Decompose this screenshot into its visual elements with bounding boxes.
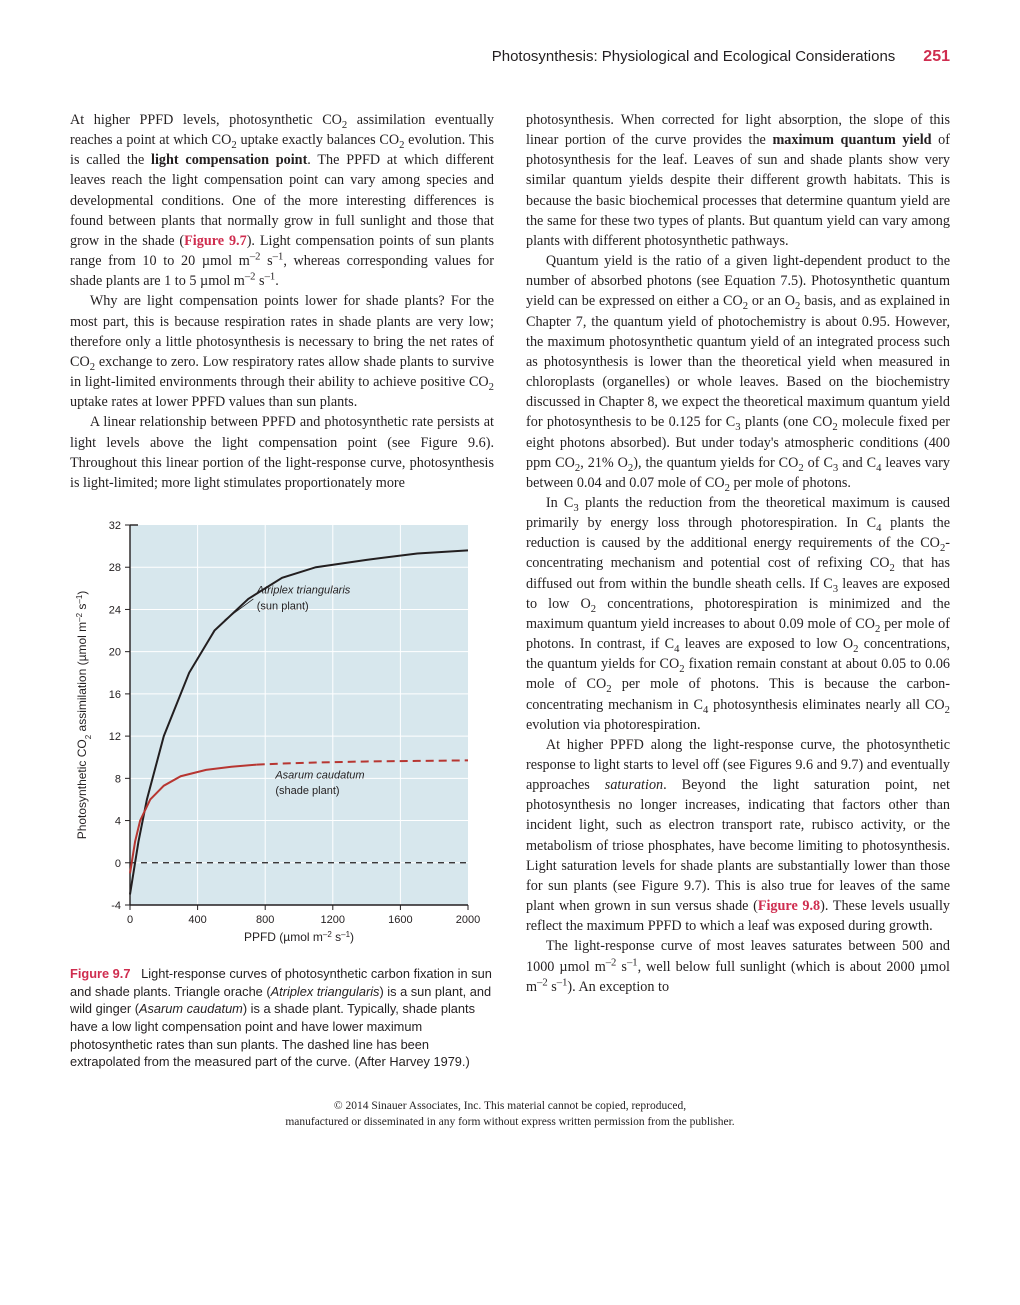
svg-text:-4: -4 <box>111 900 121 912</box>
left-column: At higher PPFD levels, photosynthetic CO… <box>70 110 494 1071</box>
svg-text:12: 12 <box>109 731 121 743</box>
light-response-chart: 0 400 800 1200 1600 2000 -4 0 4 8 12 16 20 24 28 32 Atri… <box>70 517 480 947</box>
svg-text:8: 8 <box>115 773 121 785</box>
svg-text:24: 24 <box>109 604 121 616</box>
svg-text:1600: 1600 <box>388 914 412 926</box>
svg-text:28: 28 <box>109 562 121 574</box>
svg-text:Atriplex triangularis: Atriplex triangularis <box>256 585 351 597</box>
svg-text:Photosynthetic CO2 assimilatio: Photosynthetic CO2 assimilation (µmol m–… <box>75 591 93 840</box>
svg-text:(sun plant): (sun plant) <box>257 600 309 612</box>
svg-text:PPFD (µmol m–2 s–1): PPFD (µmol m–2 s–1) <box>244 929 354 944</box>
page-number: 251 <box>923 48 950 66</box>
body-paragraph: A linear relationship between PPFD and p… <box>70 412 494 493</box>
svg-text:20: 20 <box>109 647 121 659</box>
svg-text:32: 32 <box>109 520 121 532</box>
body-paragraph: At higher PPFD levels, photosynthetic CO… <box>70 110 494 291</box>
body-paragraph: At higher PPFD along the light-response … <box>526 735 950 937</box>
svg-text:400: 400 <box>188 914 206 926</box>
svg-text:4: 4 <box>115 816 121 828</box>
figure-9-7: 0 400 800 1200 1600 2000 -4 0 4 8 12 16 20 24 28 32 Atri… <box>70 517 494 1071</box>
svg-text:Asarum caudatum: Asarum caudatum <box>274 769 364 781</box>
body-paragraph: In C3 plants the reduction from the theo… <box>526 493 950 735</box>
chapter-title: Photosynthesis: Physiological and Ecolog… <box>492 48 896 65</box>
copyright-notice: © 2014 Sinauer Associates, Inc. This mat… <box>70 1099 950 1130</box>
svg-text:800: 800 <box>256 914 274 926</box>
two-column-layout: At higher PPFD levels, photosynthetic CO… <box>70 110 950 1071</box>
svg-text:0: 0 <box>115 858 121 870</box>
right-column: photosynthesis. When corrected for light… <box>526 110 950 1071</box>
svg-text:0: 0 <box>127 914 133 926</box>
svg-text:16: 16 <box>109 689 121 701</box>
body-paragraph: The light-response curve of most leaves … <box>526 936 950 996</box>
svg-text:(shade plant): (shade plant) <box>275 785 339 797</box>
svg-text:1200: 1200 <box>321 914 345 926</box>
body-paragraph: photosynthesis. When corrected for light… <box>526 110 950 251</box>
svg-text:2000: 2000 <box>456 914 480 926</box>
body-paragraph: Why are light compensation points lower … <box>70 291 494 412</box>
running-head: Photosynthesis: Physiological and Ecolog… <box>70 48 950 66</box>
body-paragraph: Quantum yield is the ratio of a given li… <box>526 251 950 493</box>
figure-caption: Figure 9.7 Light-response curves of phot… <box>70 965 494 1071</box>
